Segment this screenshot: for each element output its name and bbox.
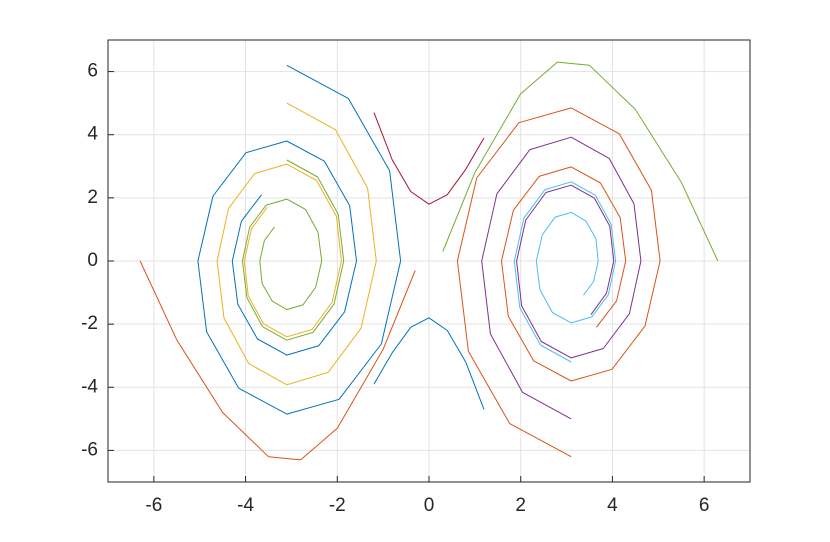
y-tick-label: 6: [87, 61, 98, 82]
y-tick-label: -2: [81, 313, 98, 334]
trajectory: [241, 159, 345, 341]
x-tick-label: 0: [424, 495, 435, 516]
x-tick-label: 4: [607, 495, 618, 516]
trajectory: [456, 107, 661, 458]
x-tick-label: 2: [515, 495, 526, 516]
x-tick-label: 6: [699, 495, 710, 516]
x-tick-label: -4: [237, 495, 254, 516]
trajectory: [216, 102, 377, 386]
y-tick-label: 0: [87, 250, 98, 271]
trajectory: [481, 136, 642, 420]
y-tick-label: 2: [87, 187, 98, 208]
trajectory: [442, 61, 719, 262]
grid: [108, 40, 750, 482]
axes: -6 -4 -2 0 2 4 6 -6 -4 -2 0 2 4 6: [81, 39, 751, 516]
y-tick-label: -4: [81, 376, 98, 397]
trajectory: [373, 112, 485, 205]
y-tick-label: 4: [87, 124, 98, 145]
trajectory: [197, 64, 402, 415]
trajectories: [139, 61, 719, 461]
x-tick-label: -6: [145, 495, 162, 516]
trajectory: [139, 260, 416, 461]
axes-box: [107, 39, 751, 483]
y-tick-label: -6: [81, 439, 98, 460]
x-tick-label: -2: [329, 495, 346, 516]
trajectory: [513, 181, 617, 363]
trajectory: [373, 317, 485, 410]
